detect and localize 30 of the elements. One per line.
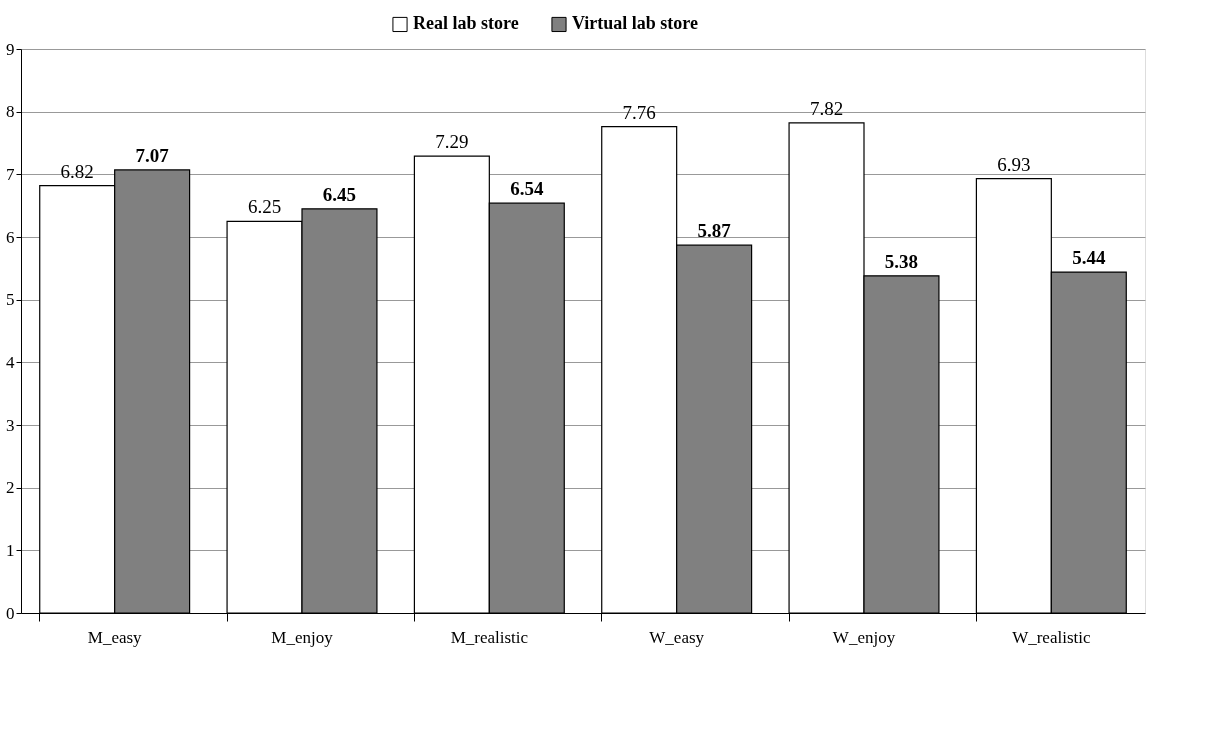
x-tick-label: W_easy xyxy=(649,627,705,647)
x-tick-label: M_easy xyxy=(87,627,143,647)
y-tick-label: 3 xyxy=(6,415,15,435)
y-tick-label: 2 xyxy=(6,478,15,498)
data-label: 7.29 xyxy=(435,131,469,153)
x-tick-label: W_enjoy xyxy=(832,627,896,647)
legend-label: Virtual lab store xyxy=(572,13,698,34)
y-tick-label: 0 xyxy=(6,603,15,623)
data-label: 5.38 xyxy=(884,250,919,272)
data-label: 5.44 xyxy=(1072,247,1106,269)
data-label: 6.45 xyxy=(322,183,357,205)
x-tick-label: M_realistic xyxy=(450,627,529,647)
data-label: 5.87 xyxy=(697,220,732,242)
data-label: 6.25 xyxy=(247,196,282,218)
x-tick-label: M_enjoy xyxy=(271,627,334,647)
data-label: 6.54 xyxy=(510,178,544,200)
data-label: 7.07 xyxy=(135,144,170,166)
data-label: 7.76 xyxy=(622,101,656,123)
data-label: 7.82 xyxy=(809,97,844,119)
y-tick-label: 7 xyxy=(6,164,15,184)
y-tick-label: 6 xyxy=(6,227,15,247)
data-label: 6.82 xyxy=(60,160,94,182)
y-tick-label: 5 xyxy=(6,290,15,310)
data-label: 6.93 xyxy=(997,153,1031,175)
x-tick-label: W_realistic xyxy=(1012,627,1091,647)
y-tick-label: 1 xyxy=(6,540,15,560)
y-tick-label: 8 xyxy=(6,102,15,122)
legend-label: Real lab store xyxy=(413,13,519,34)
y-tick-label: 9 xyxy=(6,39,15,59)
y-tick-label: 4 xyxy=(6,352,15,372)
